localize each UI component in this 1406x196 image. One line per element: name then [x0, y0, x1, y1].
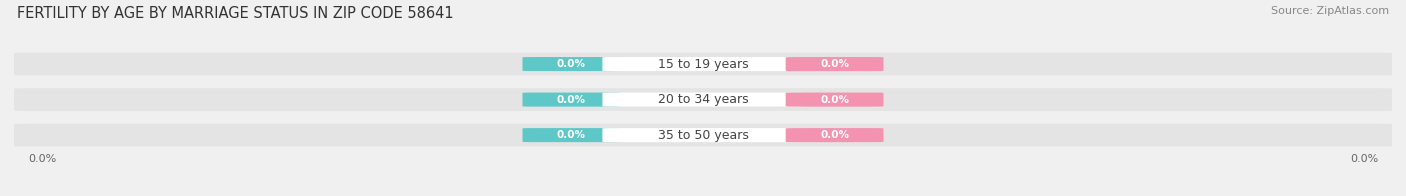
- Text: 0.0%: 0.0%: [1350, 154, 1378, 164]
- FancyBboxPatch shape: [523, 57, 620, 71]
- FancyBboxPatch shape: [14, 88, 1392, 111]
- Text: 0.0%: 0.0%: [820, 130, 849, 140]
- Text: 0.0%: 0.0%: [28, 154, 56, 164]
- FancyBboxPatch shape: [14, 53, 1392, 75]
- FancyBboxPatch shape: [523, 93, 620, 107]
- FancyBboxPatch shape: [14, 124, 1392, 146]
- Text: 0.0%: 0.0%: [557, 59, 586, 69]
- FancyBboxPatch shape: [786, 128, 883, 142]
- Text: 15 to 19 years: 15 to 19 years: [658, 58, 748, 71]
- Text: Source: ZipAtlas.com: Source: ZipAtlas.com: [1271, 6, 1389, 16]
- FancyBboxPatch shape: [602, 93, 804, 107]
- Text: FERTILITY BY AGE BY MARRIAGE STATUS IN ZIP CODE 58641: FERTILITY BY AGE BY MARRIAGE STATUS IN Z…: [17, 6, 454, 21]
- FancyBboxPatch shape: [523, 128, 620, 142]
- FancyBboxPatch shape: [786, 93, 883, 107]
- FancyBboxPatch shape: [786, 57, 883, 71]
- Text: 0.0%: 0.0%: [820, 95, 849, 105]
- Text: 0.0%: 0.0%: [820, 59, 849, 69]
- Legend: Married, Unmarried: Married, Unmarried: [620, 194, 786, 196]
- FancyBboxPatch shape: [602, 57, 804, 71]
- Text: 20 to 34 years: 20 to 34 years: [658, 93, 748, 106]
- Text: 0.0%: 0.0%: [557, 130, 586, 140]
- Text: 0.0%: 0.0%: [557, 95, 586, 105]
- FancyBboxPatch shape: [602, 128, 804, 142]
- Text: 35 to 50 years: 35 to 50 years: [658, 129, 748, 142]
